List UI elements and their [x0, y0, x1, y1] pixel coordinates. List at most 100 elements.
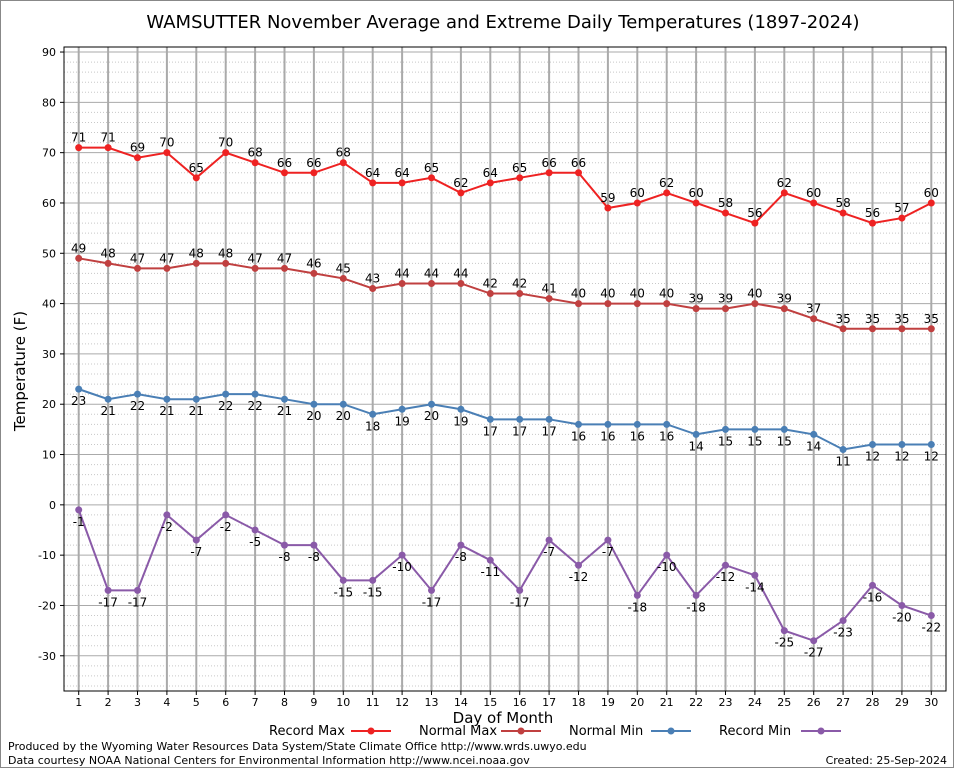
data-label-normal-max: 40 [630, 287, 645, 301]
data-point-normal-min [310, 400, 318, 408]
data-point-record-min [134, 586, 141, 594]
data-point-normal-min [810, 430, 818, 438]
data-point-normal-max [251, 264, 259, 272]
x-tick-label: 8 [281, 696, 288, 709]
data-point-record-max [927, 199, 935, 207]
data-point-record-max [163, 149, 171, 157]
data-label-record-min: -15 [363, 585, 383, 599]
data-point-normal-max [398, 279, 406, 287]
data-label-record-min: -17 [510, 595, 530, 609]
data-label-normal-min: 18 [365, 419, 380, 433]
x-tick-label: 28 [866, 696, 880, 709]
legend-swatch-marker-normal-max [517, 727, 525, 735]
data-point-record-max [633, 199, 641, 207]
data-point-normal-max [222, 259, 230, 267]
data-point-normal-max [751, 300, 759, 308]
data-point-normal-max [575, 300, 582, 308]
data-label-record-max: 65 [512, 161, 527, 175]
y-tick-label: 10 [42, 449, 56, 462]
data-point-normal-min [839, 446, 847, 453]
data-label-normal-max: 49 [71, 241, 86, 255]
y-axis-label: Temperature (F) [11, 311, 29, 432]
data-label-normal-min: 17 [483, 424, 498, 438]
x-tick-label: 1 [75, 696, 82, 709]
data-label-record-max: 62 [453, 176, 468, 190]
data-label-record-max: 69 [130, 141, 145, 155]
data-point-record-min [898, 601, 906, 609]
data-point-record-min [692, 591, 700, 599]
data-label-normal-max: 47 [277, 251, 292, 265]
data-label-record-max: 66 [277, 156, 292, 170]
data-point-record-min [575, 561, 582, 569]
data-point-record-min [780, 627, 788, 635]
data-label-normal-max: 48 [218, 246, 233, 260]
data-label-normal-max: 48 [189, 246, 204, 260]
data-point-normal-max [339, 274, 347, 282]
credit-line-1: Produced by the Wyoming Water Resources … [8, 740, 587, 753]
legend-item-normal-min: Normal Min [569, 724, 691, 739]
series-normal-max: 49 48 47 47 48 48 47 47 46 45 43 44 44 44 42 42 41 40 40 40… [71, 241, 939, 333]
data-label-normal-min: 20 [336, 409, 351, 423]
data-point-record-min [310, 541, 318, 549]
data-point-normal-max [192, 259, 200, 267]
x-tick-label: 14 [454, 696, 468, 709]
data-point-record-min [810, 637, 818, 645]
y-tick-label: -20 [38, 599, 56, 612]
data-point-record-max [339, 159, 347, 167]
data-label-record-min: -17 [98, 595, 118, 609]
data-label-record-min: -15 [333, 585, 353, 599]
data-point-normal-max [780, 305, 788, 313]
data-point-record-min [839, 617, 847, 625]
data-label-normal-min: 12 [865, 449, 880, 463]
data-label-normal-min: 20 [424, 409, 439, 423]
data-point-record-min [545, 536, 553, 544]
x-tick-label: 22 [689, 696, 703, 709]
data-label-normal-min: 21 [100, 404, 115, 418]
data-point-record-min [869, 581, 876, 589]
data-label-record-min: -5 [249, 535, 261, 549]
data-point-record-min [428, 586, 435, 594]
data-point-normal-max [134, 264, 141, 272]
data-point-normal-min [927, 440, 935, 448]
data-label-normal-max: 44 [394, 266, 409, 280]
data-label-record-max: 68 [336, 146, 351, 160]
data-label-normal-max: 42 [483, 277, 498, 291]
grid [64, 47, 946, 691]
x-tick-label: 24 [748, 696, 762, 709]
legend-item-record-max: Record Max [269, 724, 391, 739]
data-point-normal-min [486, 415, 494, 423]
data-label-record-min: -2 [161, 520, 173, 534]
data-point-record-max [104, 144, 112, 152]
data-label-record-min: -23 [833, 626, 853, 640]
x-tick-label: 10 [336, 696, 350, 709]
data-label-normal-min: 20 [306, 409, 321, 423]
data-label-normal-max: 44 [453, 266, 468, 280]
data-label-record-max: 59 [600, 191, 615, 205]
data-point-normal-min [722, 425, 729, 433]
data-point-record-min [722, 561, 729, 569]
data-label-record-max: 65 [189, 161, 204, 175]
data-point-record-max [192, 174, 200, 182]
data-point-record-min [104, 586, 112, 594]
data-point-record-min [75, 506, 83, 514]
data-label-record-max: 65 [424, 161, 439, 175]
data-point-record-min [281, 541, 288, 549]
data-label-normal-max: 37 [806, 302, 821, 316]
x-tick-label: 19 [601, 696, 615, 709]
data-label-normal-max: 47 [247, 251, 262, 265]
data-point-normal-max [633, 300, 641, 308]
x-tick-label: 5 [193, 696, 200, 709]
data-label-normal-max: 40 [747, 287, 762, 301]
data-label-normal-max: 47 [159, 251, 174, 265]
data-point-record-max [398, 179, 406, 187]
data-label-normal-min: 15 [747, 434, 762, 448]
data-label-record-max: 60 [924, 186, 939, 200]
data-label-normal-min: 14 [806, 439, 821, 453]
data-label-normal-min: 15 [777, 434, 792, 448]
x-tick-label: 21 [660, 696, 674, 709]
data-label-normal-max: 40 [600, 287, 615, 301]
data-label-record-min: -8 [308, 550, 320, 564]
data-label-normal-max: 42 [512, 277, 527, 291]
data-point-record-min [222, 511, 230, 519]
